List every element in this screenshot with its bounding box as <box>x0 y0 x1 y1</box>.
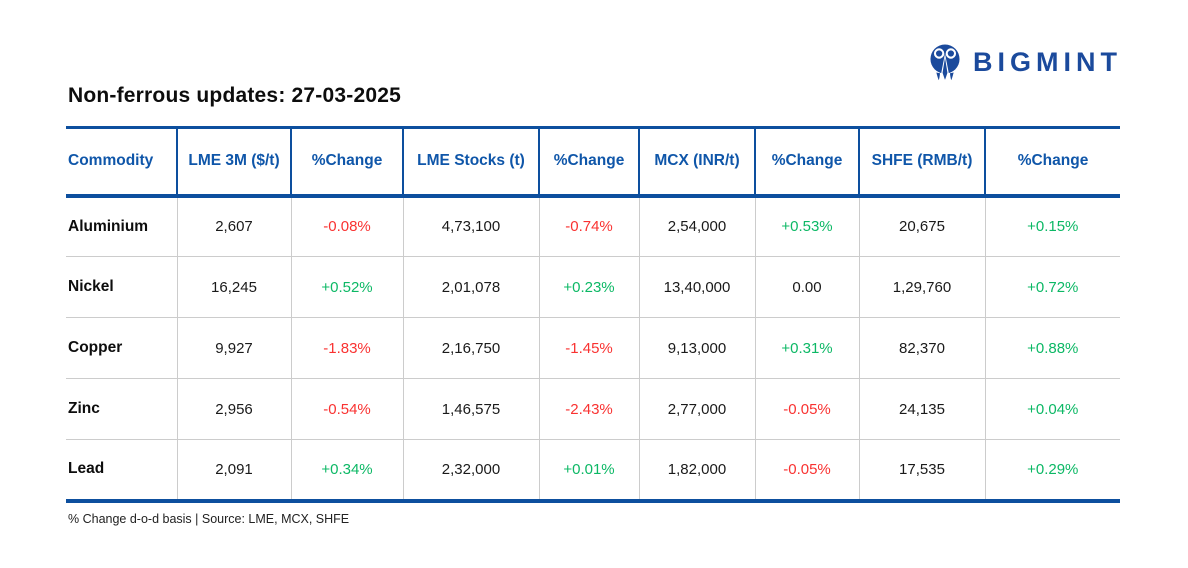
cell-change: 0.00 <box>754 256 859 318</box>
cell-value: 17,535 <box>858 439 985 503</box>
cell-change: -2.43% <box>538 378 639 440</box>
cell-value: 16,245 <box>176 256 291 318</box>
source-footnote: % Change d-o-d basis | Source: LME, MCX,… <box>68 512 350 526</box>
cell-value: 9,13,000 <box>638 317 755 379</box>
cell-value: 2,091 <box>176 439 291 503</box>
cell-change: +0.31% <box>754 317 859 379</box>
cell-value: 1,46,575 <box>402 378 539 440</box>
col-header-lme-stocks: LME Stocks (t) <box>402 126 539 198</box>
table-row-lead: Lead 2,091 +0.34% 2,32,000 +0.01% 1,82,0… <box>66 439 1120 503</box>
col-header-commodity: Commodity <box>66 126 177 198</box>
cell-value: 2,77,000 <box>638 378 755 440</box>
col-header-mcx: MCX (INR/t) <box>638 126 755 198</box>
cell-change: -1.45% <box>538 317 639 379</box>
cell-value: 9,927 <box>176 317 291 379</box>
cell-value: 2,54,000 <box>638 195 755 257</box>
commodity-name: Aluminium <box>66 195 177 257</box>
col-header-shfe: SHFE (RMB/t) <box>858 126 985 198</box>
table-header-row: Commodity LME 3M ($/t) %Change LME Stock… <box>66 126 1120 198</box>
cell-change: -0.08% <box>290 195 403 257</box>
cell-value: 82,370 <box>858 317 985 379</box>
cell-change: +0.15% <box>984 195 1120 257</box>
cell-change: +0.29% <box>984 439 1120 503</box>
table-row-copper: Copper 9,927 -1.83% 2,16,750 -1.45% 9,13… <box>66 317 1120 379</box>
cell-change: +0.88% <box>984 317 1120 379</box>
cell-change: +0.72% <box>984 256 1120 318</box>
table-row-aluminium: Aluminium 2,607 -0.08% 4,73,100 -0.74% 2… <box>66 195 1120 257</box>
table-row-zinc: Zinc 2,956 -0.54% 1,46,575 -2.43% 2,77,0… <box>66 378 1120 440</box>
bigmint-wordmark: BIGMINT <box>973 47 1122 77</box>
cell-value: 2,32,000 <box>402 439 539 503</box>
cell-change: -0.05% <box>754 378 859 440</box>
cell-change: +0.23% <box>538 256 639 318</box>
commodity-name: Copper <box>66 317 177 379</box>
cell-value: 1,82,000 <box>638 439 755 503</box>
cell-value: 1,29,760 <box>858 256 985 318</box>
cell-value: 2,607 <box>176 195 291 257</box>
cell-value: 20,675 <box>858 195 985 257</box>
col-header-lme-3m-change: %Change <box>290 126 403 198</box>
cell-change: +0.53% <box>754 195 859 257</box>
cell-change: +0.04% <box>984 378 1120 440</box>
bigmint-logo: BIGMINT <box>927 42 1122 83</box>
cell-value: 13,40,000 <box>638 256 755 318</box>
cell-value: 24,135 <box>858 378 985 440</box>
col-header-mcx-change: %Change <box>754 126 859 198</box>
cell-value: 4,73,100 <box>402 195 539 257</box>
col-header-shfe-change: %Change <box>984 126 1120 198</box>
cell-change: -0.05% <box>754 439 859 503</box>
cell-change: +0.52% <box>290 256 403 318</box>
commodity-name: Zinc <box>66 378 177 440</box>
cell-value: 2,956 <box>176 378 291 440</box>
bigmint-logo-icon <box>927 42 963 83</box>
commodity-name: Nickel <box>66 256 177 318</box>
cell-change: -1.83% <box>290 317 403 379</box>
commodity-name: Lead <box>66 439 177 503</box>
cell-change: +0.01% <box>538 439 639 503</box>
table-row-nickel: Nickel 16,245 +0.52% 2,01,078 +0.23% 13,… <box>66 256 1120 318</box>
cell-value: 2,01,078 <box>402 256 539 318</box>
page-title: Non-ferrous updates: 27-03-2025 <box>68 84 401 107</box>
cell-value: 2,16,750 <box>402 317 539 379</box>
col-header-lme-stocks-change: %Change <box>538 126 639 198</box>
col-header-lme-3m: LME 3M ($/t) <box>176 126 291 198</box>
cell-change: -0.54% <box>290 378 403 440</box>
cell-change: -0.74% <box>538 195 639 257</box>
cell-change: +0.34% <box>290 439 403 503</box>
commodity-table: Commodity LME 3M ($/t) %Change LME Stock… <box>66 126 1120 503</box>
